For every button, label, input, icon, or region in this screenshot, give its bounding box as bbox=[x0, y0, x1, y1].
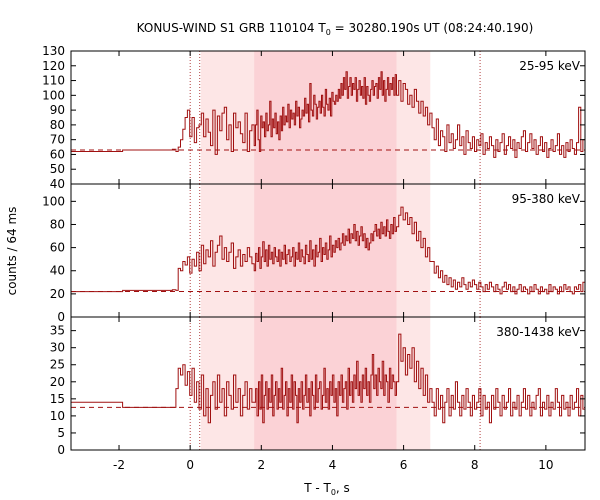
chart-title: KONUS-WIND S1 GRB 110104 T0 = 30280.190s… bbox=[137, 21, 534, 37]
energy-band-label: 95-380 keV bbox=[512, 192, 581, 206]
y-tick-label: 0 bbox=[57, 310, 65, 324]
interval-band-inner bbox=[254, 51, 397, 184]
y-tick-label: 60 bbox=[50, 147, 65, 161]
y-tick-label: 30 bbox=[50, 341, 65, 355]
y-tick-label: 5 bbox=[57, 426, 65, 440]
light-curve-series bbox=[71, 333, 585, 424]
y-tick-label: 40 bbox=[50, 177, 65, 191]
y-tick-label: 50 bbox=[50, 162, 65, 176]
x-tick-label: 2 bbox=[257, 458, 265, 472]
y-tick-label: 100 bbox=[42, 88, 65, 102]
y-tick-label: 90 bbox=[50, 103, 65, 117]
y-tick-label: 80 bbox=[50, 217, 65, 231]
y-tick-label: 25 bbox=[50, 358, 65, 372]
y-tick-label: 10 bbox=[50, 409, 65, 423]
y-tick-label: 130 bbox=[42, 44, 65, 58]
panel-2: 0 20 40 60 80 100 95-380 keV bbox=[42, 183, 586, 324]
light-curve-series bbox=[71, 71, 585, 158]
y-tick-label: 70 bbox=[50, 133, 65, 147]
y-tick-label: 110 bbox=[42, 74, 65, 88]
y-tick-label: 40 bbox=[50, 264, 65, 278]
energy-band-label: 25-95 keV bbox=[519, 59, 581, 73]
y-tick-label: 15 bbox=[50, 392, 65, 406]
panel-3: 0 5 10 15 20 25 30 35 380-1438 keV bbox=[50, 316, 586, 457]
y-tick-label: 20 bbox=[50, 375, 65, 389]
x-tick-label: 4 bbox=[329, 458, 337, 472]
x-tick-label: 0 bbox=[186, 458, 194, 472]
panel-frame bbox=[70, 316, 586, 451]
y-tick-label: 35 bbox=[50, 324, 65, 338]
x-tick-label: 10 bbox=[538, 458, 553, 472]
x-tick-label: 6 bbox=[400, 458, 408, 472]
energy-band-label: 380-1438 keV bbox=[496, 325, 580, 339]
x-tick-label: -2 bbox=[113, 458, 125, 472]
x-tick-labels: -2 0 2 4 6 8 10 bbox=[113, 458, 553, 472]
x-axis-label: T - T0, s bbox=[303, 481, 350, 497]
x-tick-label: 8 bbox=[471, 458, 479, 472]
y-tick-label: 100 bbox=[42, 194, 65, 208]
light-curve-series bbox=[71, 206, 585, 295]
y-tick-label: 120 bbox=[42, 59, 65, 73]
y-tick-label: 20 bbox=[50, 287, 65, 301]
y-tick-label: 80 bbox=[50, 118, 65, 132]
y-axis-label: counts / 64 ms bbox=[5, 207, 19, 296]
y-tick-label: 60 bbox=[50, 241, 65, 255]
y-tick-label: 0 bbox=[57, 443, 65, 457]
